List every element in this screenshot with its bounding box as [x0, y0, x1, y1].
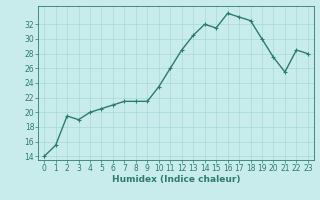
X-axis label: Humidex (Indice chaleur): Humidex (Indice chaleur) — [112, 175, 240, 184]
